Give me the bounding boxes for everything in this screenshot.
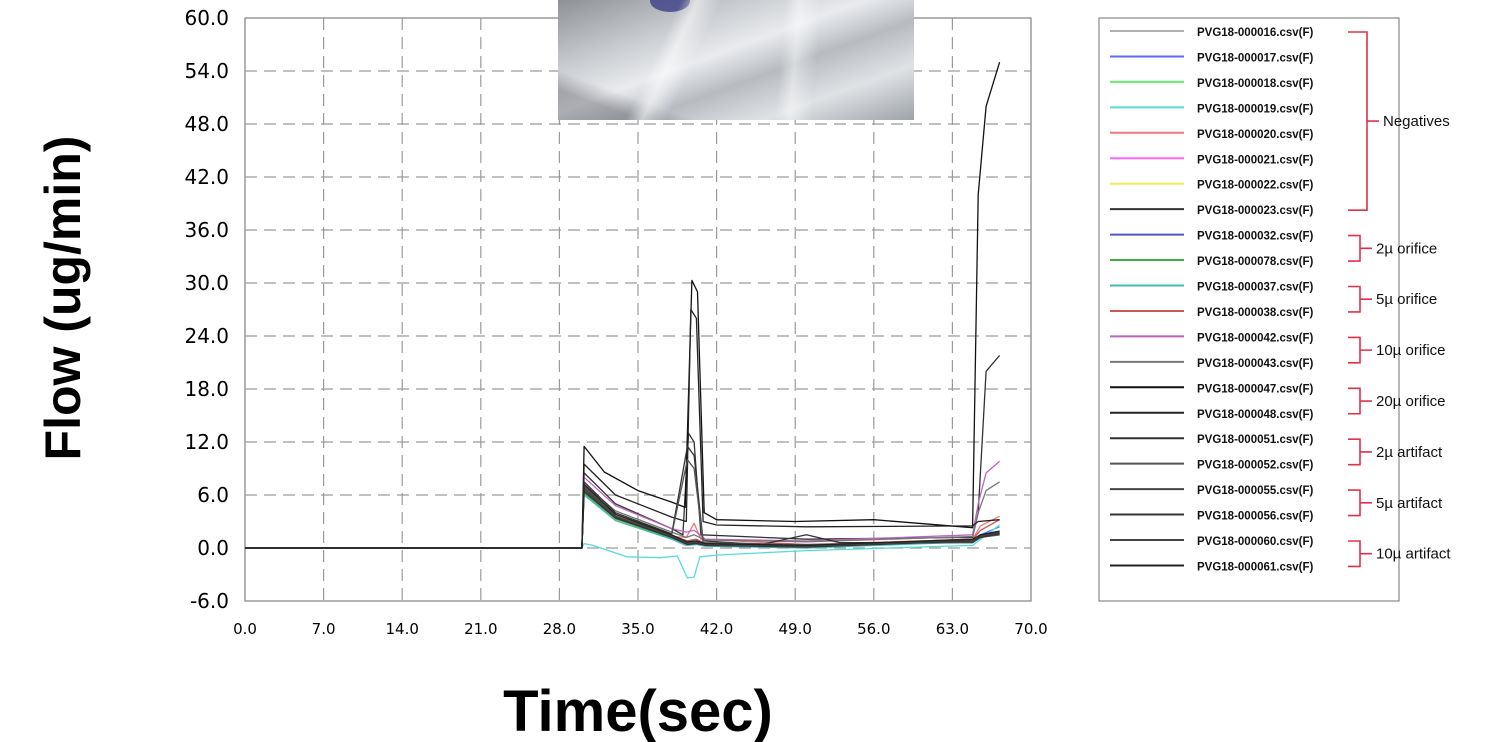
legend-entry: PVG18-000022.csv(F) bbox=[1197, 180, 1314, 192]
y-tick-label: 48.0 bbox=[184, 112, 229, 136]
group-bracket bbox=[1348, 438, 1372, 466]
x-tick-label: 49.0 bbox=[778, 620, 811, 638]
group-label: 5µ orifice bbox=[1376, 291, 1437, 308]
x-tick-label: 7.0 bbox=[312, 620, 336, 638]
x-tick-label: 63.0 bbox=[936, 620, 969, 638]
plastic-bag-sheen bbox=[558, 0, 914, 120]
group-bracket bbox=[1348, 489, 1372, 517]
legend-entry: PVG18-000017.csv(F) bbox=[1197, 52, 1314, 64]
y-tick-label: -6.0 bbox=[190, 589, 229, 613]
group-bracket bbox=[1348, 285, 1372, 313]
legend-entry: PVG18-000016.csv(F) bbox=[1197, 27, 1314, 39]
legend-group-brackets: Negatives 2µ orifice 5µ orifice 10µ orifice… bbox=[1348, 31, 1451, 568]
group-label: 10µ artifact bbox=[1376, 546, 1451, 563]
legend-entry: PVG18-000018.csv(F) bbox=[1197, 78, 1314, 90]
series-line bbox=[245, 524, 1000, 579]
y-tick-label: 12.0 bbox=[184, 430, 229, 454]
group-bracket bbox=[1348, 387, 1372, 415]
legend-entry: PVG18-000023.csv(F) bbox=[1197, 205, 1314, 217]
legend-entry: PVG18-000056.csv(F) bbox=[1197, 511, 1314, 523]
series-lines bbox=[245, 62, 1001, 579]
legend-entry: PVG18-000032.csv(F) bbox=[1197, 231, 1314, 243]
legend-entry: PVG18-000052.csv(F) bbox=[1197, 460, 1314, 472]
photo-inset bbox=[558, 0, 914, 120]
y-tick-label: 18.0 bbox=[184, 377, 229, 401]
y-tick-label: 6.0 bbox=[197, 483, 229, 507]
y-tick-label: 54.0 bbox=[184, 59, 229, 83]
group-bracket bbox=[1348, 336, 1372, 364]
legend-entry: PVG18-000078.csv(F) bbox=[1197, 256, 1314, 268]
x-tick-label: 0.0 bbox=[233, 620, 257, 638]
legend-entry: PVG18-000047.csv(F) bbox=[1197, 383, 1314, 395]
x-tick-label: 56.0 bbox=[857, 620, 890, 638]
x-axis-label: Time(sec) bbox=[503, 679, 773, 742]
y-axis-label: Flow (ug/min) bbox=[35, 136, 91, 461]
legend-entry: PVG18-000038.csv(F) bbox=[1197, 307, 1314, 319]
legend-box bbox=[1098, 17, 1400, 602]
legend-entry: PVG18-000048.csv(F) bbox=[1197, 409, 1314, 421]
y-tick-label: 0.0 bbox=[197, 536, 229, 560]
legend-entry: PVG18-000042.csv(F) bbox=[1197, 332, 1314, 344]
legend-entry: PVG18-000055.csv(F) bbox=[1197, 485, 1314, 497]
x-tick-label: 70.0 bbox=[1014, 620, 1047, 638]
x-tick-label: 14.0 bbox=[385, 620, 418, 638]
group-bracket bbox=[1348, 234, 1372, 262]
group-label: Negatives bbox=[1383, 113, 1450, 130]
legend-entry: PVG18-000051.csv(F) bbox=[1197, 434, 1314, 446]
group-label: 20µ orifice bbox=[1376, 393, 1446, 410]
group-label: 2µ orifice bbox=[1376, 240, 1437, 257]
x-tick-label: 35.0 bbox=[621, 620, 654, 638]
series-line bbox=[245, 62, 1001, 549]
legend-entry: PVG18-000019.csv(F) bbox=[1197, 103, 1314, 115]
series-line bbox=[245, 308, 1000, 549]
y-tick-label: 60.0 bbox=[184, 6, 229, 30]
legend: PVG18-000016.csv(F) PVG18-000017.csv(F) PV… bbox=[1110, 27, 1314, 573]
y-tick-label: 24.0 bbox=[184, 324, 229, 348]
legend-entry: PVG18-000020.csv(F) bbox=[1197, 129, 1314, 141]
series-line bbox=[245, 483, 1000, 549]
y-tick-label: 36.0 bbox=[184, 218, 229, 242]
group-label: 2µ artifact bbox=[1376, 444, 1443, 461]
group-bracket bbox=[1348, 31, 1379, 211]
x-tick-label: 28.0 bbox=[543, 620, 576, 638]
x-tick-label: 42.0 bbox=[700, 620, 733, 638]
legend-entry: PVG18-000043.csv(F) bbox=[1197, 358, 1314, 370]
y-tick-label: 42.0 bbox=[184, 165, 229, 189]
legend-entry: PVG18-000037.csv(F) bbox=[1197, 282, 1314, 294]
legend-entry: PVG18-000061.csv(F) bbox=[1197, 561, 1314, 573]
group-label: 10µ orifice bbox=[1376, 342, 1446, 359]
x-axis-ticks: 0.0 7.0 14.0 21.0 28.0 35.0 42.0 49.0 56.0 63.0 70… bbox=[233, 620, 1048, 638]
legend-entry: PVG18-000060.csv(F) bbox=[1197, 536, 1314, 548]
group-bracket bbox=[1348, 540, 1372, 568]
y-axis-ticks: 60.0 54.0 48.0 42.0 36.0 30.0 24.0 18.0 12.0 6.0 0… bbox=[184, 6, 229, 613]
legend-entry: PVG18-000021.csv(F) bbox=[1197, 154, 1314, 166]
y-tick-label: 30.0 bbox=[184, 271, 229, 295]
x-tick-label: 21.0 bbox=[464, 620, 497, 638]
group-label: 5µ artifact bbox=[1376, 495, 1443, 512]
